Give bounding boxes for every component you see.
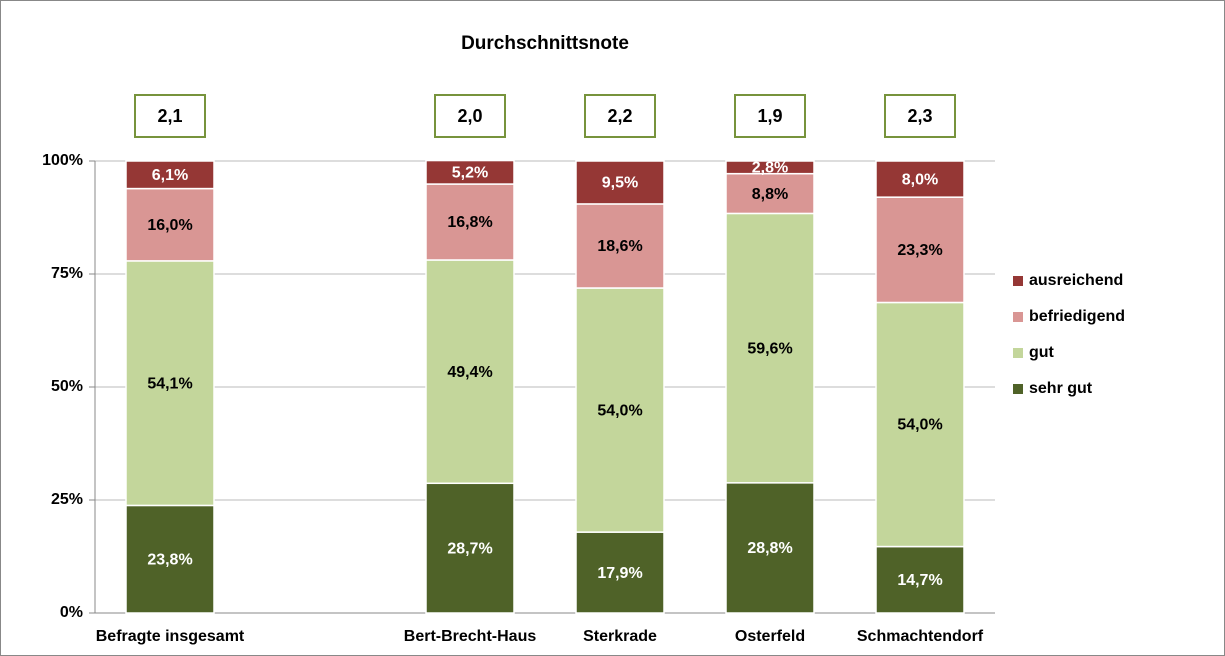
average-box [134,94,206,138]
bar-segment [725,160,815,175]
legend-swatch [1013,384,1023,394]
bar-segment [425,183,515,261]
legend-swatch [1013,276,1023,286]
legend-label: gut [1029,344,1055,361]
bar-segment [575,160,665,205]
data-label: 2,8% [752,160,788,177]
average-box [884,94,956,138]
bar-segment [875,301,965,548]
bar-segment [725,482,815,614]
bar-segment [425,159,515,185]
data-label: 16,8% [447,214,492,231]
average-box [434,94,506,138]
average-label: 2,0 [457,106,482,126]
bar-segment [125,504,215,614]
y-tick-label: 0% [60,604,83,621]
legend-label: befriedigend [1029,308,1125,325]
data-label: 6,1% [152,167,188,184]
x-tick-label: Sterkrade [583,628,657,645]
bar-segment [725,212,815,484]
legend-label: sehr gut [1029,380,1093,397]
data-label: 54,0% [597,402,642,419]
data-label: 54,1% [147,375,192,392]
bar-segment [575,287,665,533]
data-label: 18,6% [597,238,642,255]
x-tick-label: Osterfeld [735,628,805,645]
data-label: 17,9% [597,565,642,582]
data-label: 16,0% [147,217,192,234]
bar-segment [125,160,215,190]
bar-segment [875,196,965,304]
data-label: 8,8% [752,186,788,203]
bar-segment [725,172,815,215]
y-tick-label: 25% [51,491,83,508]
data-label: 14,7% [897,572,942,589]
x-tick-label: Bert-Brecht-Haus [404,628,537,645]
legend-label: ausreichend [1029,272,1123,289]
bar-segment [875,160,965,198]
y-tick-label: 50% [51,378,83,395]
y-tick-label: 100% [42,152,83,169]
data-label: 28,8% [747,540,792,557]
average-box [584,94,656,138]
average-box [734,94,806,138]
bar-segment [125,260,215,507]
data-label: 9,5% [602,175,638,192]
data-label: 59,6% [747,340,792,357]
bar-segment [575,531,665,614]
data-label: 8,0% [902,171,938,188]
x-tick-label: Schmachtendorf [857,628,984,645]
data-label: 23,3% [897,242,942,259]
bar-segment [125,187,215,262]
average-label: 1,9 [757,106,782,126]
data-label: 54,0% [897,417,942,434]
average-label: 2,2 [607,106,632,126]
legend-swatch [1013,312,1023,322]
bar-segment [875,545,965,614]
x-tick-label: Befragte insgesamt [96,628,245,645]
average-label: 2,3 [907,106,932,126]
data-label: 49,4% [447,364,492,381]
bar-segment [575,203,665,289]
y-tick-label: 75% [51,265,83,282]
chart-title: Durchschnittsnote [461,33,629,54]
legend-swatch [1013,348,1023,358]
bar-segment [425,259,515,485]
data-label: 23,8% [147,551,192,568]
average-label: 2,1 [157,106,182,126]
bar-segment [425,482,515,614]
data-label: 28,7% [447,540,492,557]
data-label: 5,2% [452,165,488,182]
